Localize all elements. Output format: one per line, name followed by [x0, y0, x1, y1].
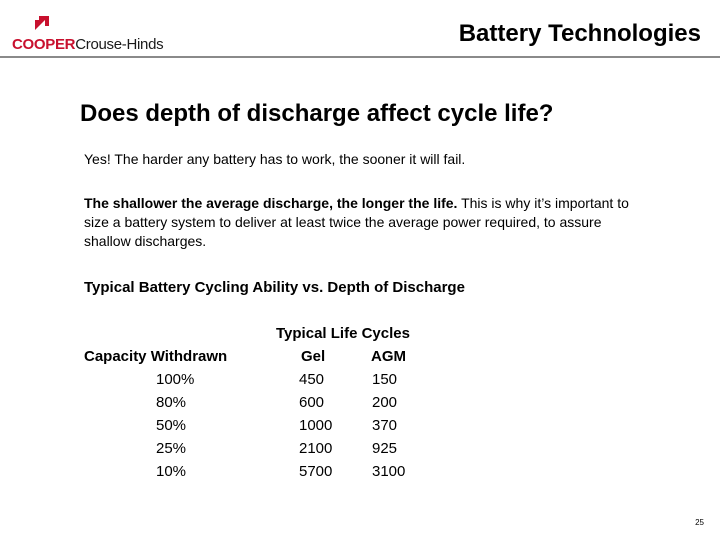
column-header-agm: AGM	[371, 348, 406, 365]
table-cell-capacity: 100%	[156, 371, 195, 388]
table-cell-agm: 370	[372, 417, 398, 434]
header-divider	[0, 56, 720, 58]
table-cell-gel: 1000	[299, 417, 333, 434]
table-cell-gel: 2100	[299, 440, 333, 457]
table-cell-agm: 3100	[372, 463, 406, 480]
logo-wordmark: COOPERCrouse-Hinds	[12, 36, 164, 53]
logo-brand: COOPER	[12, 36, 76, 53]
table-cell-agm: 200	[372, 394, 398, 411]
table-cell-capacity: 50%	[156, 417, 187, 434]
logo-sub: Crouse-Hinds	[75, 36, 164, 53]
paragraph-2: The shallower the average discharge, the…	[84, 194, 644, 251]
table-cell-gel: 600	[299, 394, 325, 411]
paragraph-2-bold: The shallower the average discharge, the…	[84, 195, 458, 211]
logo-mark-icon	[35, 16, 49, 30]
paragraph-2-rest: This is why it’s important to size a bat…	[84, 195, 629, 249]
slide-headline: Does depth of discharge affect cycle lif…	[80, 100, 554, 127]
life-cycles-header: Typical Life Cycles	[276, 325, 410, 342]
paragraph-1: Yes! The harder any battery has to work,…	[84, 151, 466, 167]
header-title: Battery Technologies	[458, 20, 701, 47]
page-number: 25	[695, 518, 704, 527]
table-cell-agm: 925	[372, 440, 398, 457]
table-cell-agm: 150	[372, 371, 398, 388]
table-cell-capacity: 80%	[156, 394, 187, 411]
column-header-gel: Gel	[301, 348, 326, 365]
company-logo: COOPERCrouse-Hinds	[12, 16, 172, 56]
table-cell-capacity: 10%	[156, 463, 187, 480]
column-header-capacity: Capacity Withdrawn	[84, 348, 228, 365]
table-cell-capacity: 25%	[156, 440, 187, 457]
table-cell-gel: 450	[299, 371, 325, 388]
table-cell-gel: 5700	[299, 463, 333, 480]
table-title: Typical Battery Cycling Ability vs. Dept…	[84, 279, 465, 296]
